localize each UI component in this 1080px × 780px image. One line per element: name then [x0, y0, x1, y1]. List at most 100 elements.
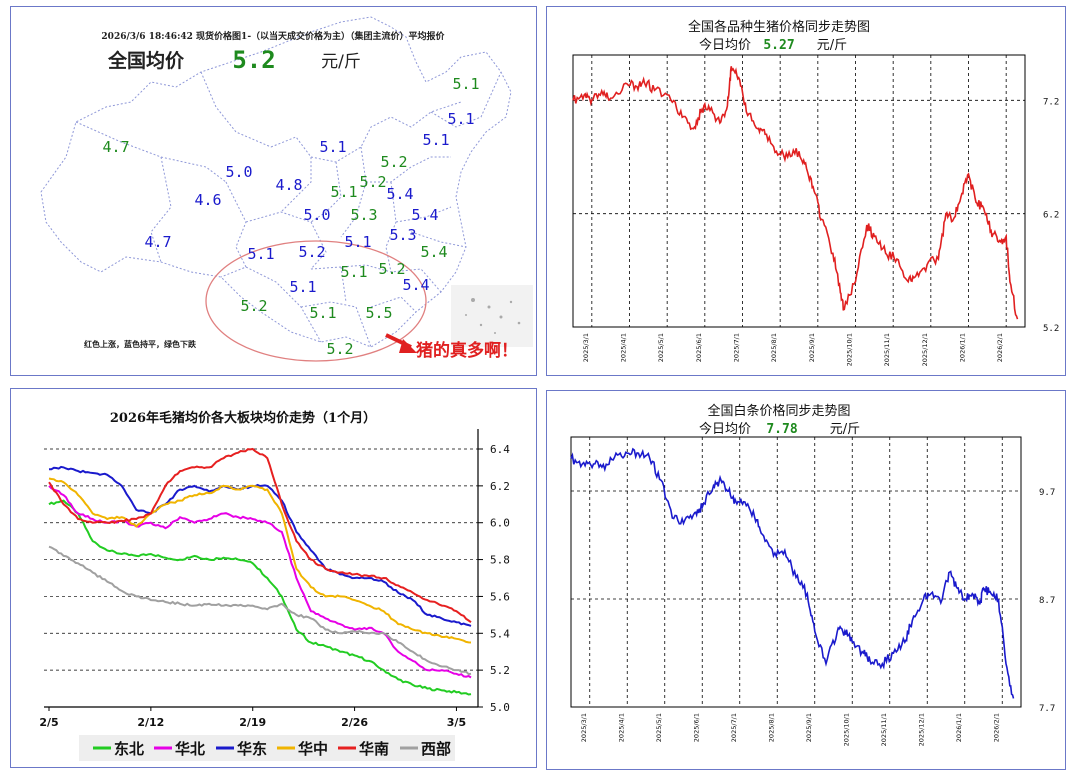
regional-legend: 东北 华北 华东 华中 华南 西部 [79, 735, 455, 761]
province-price-label: 5.3 [389, 226, 416, 244]
x-tick-label: 2025/3/1 [580, 713, 588, 742]
carcass-today-value: 7.78 [766, 422, 797, 437]
legend-label: 西部 [421, 740, 451, 758]
x-tick-label: 2025/9/1 [805, 713, 813, 742]
carcass-series [570, 447, 1015, 699]
x-tick-label: 2025/12/1 [921, 333, 929, 366]
province-price-label: 4.6 [194, 191, 221, 209]
x-tick-label: 2025/10/1 [842, 713, 850, 746]
national-avg-label: 全国均价 [107, 49, 185, 72]
x-tick-label: 2025/9/1 [808, 333, 816, 362]
province-price-label: 5.1 [309, 304, 336, 322]
series-line-6 [48, 545, 472, 676]
hog-chart-title: 全国各品种生猪价格同步走势图 [688, 19, 870, 35]
y-tick-label: 7.2 [1043, 97, 1059, 107]
hog-series [572, 66, 1019, 320]
x-tick-label: 2025/11/1 [880, 713, 888, 746]
y-tick-label: 6.2 [490, 480, 510, 493]
province-price-label: 5.4 [411, 206, 438, 224]
series-line-5 [48, 447, 472, 624]
y-tick-label: 5.0 [490, 701, 510, 714]
x-tick-label: 2026/2/1 [996, 333, 1004, 362]
carcass-price-chart: 全国白条价格同步走势图 今日均价 7.78 元/斤 9.7 8.7 7.7 2025… [570, 403, 1055, 746]
hog-price-panel: 全国各品种生猪价格同步走势图 今日均价 5.27 元/斤 7.2 6.2 5.2 2… [546, 6, 1066, 376]
province-price-label: 5.0 [225, 163, 252, 181]
x-tick-label: 2025/5/1 [657, 333, 665, 362]
x-tick-label: 2025/8/1 [767, 713, 775, 742]
regional-hog-price-panel: 2026年毛猪均价各大板块均价走势（1个月） 6.4 6.2 6.0 5.8 5.6 5.… [10, 388, 537, 768]
regional-chart: 2026年毛猪均价各大板块均价走势（1个月） 6.4 6.2 6.0 5.8 5.6 5.… [39, 410, 510, 761]
legend-label: 华中 [298, 740, 328, 758]
hog-y-tick-labels: 7.2 6.2 5.2 [1043, 97, 1059, 334]
x-tick-label: 3/5 [447, 716, 466, 729]
series-line-4 [48, 477, 472, 644]
carcass-x-tick-labels: 2025/3/1 2025/4/1 2025/5/1 2025/6/1 2025/7/1… [580, 713, 1001, 746]
province-price-label: 5.1 [247, 245, 274, 263]
y-tick-label: 7.7 [1039, 704, 1055, 714]
color-legend-note: 红色上涨，蓝色持平，绿色下跌 [84, 339, 197, 349]
hog-grid [573, 55, 1025, 327]
legend-label: 华东 [237, 740, 267, 758]
x-tick-label: 2026/1/1 [959, 333, 967, 362]
province-price-label: 5.1 [344, 233, 371, 251]
south-sea-inset [451, 285, 533, 347]
x-tick-label: 2025/6/1 [692, 713, 700, 742]
x-tick-label: 2025/12/1 [917, 713, 925, 746]
legend-label: 华北 [175, 740, 205, 758]
hog-price-chart: 全国各品种生猪价格同步走势图 今日均价 5.27 元/斤 7.2 6.2 5.2 2… [572, 19, 1059, 366]
price-series-line [570, 447, 1015, 699]
carcass-chart-title: 全国白条价格同步走势图 [707, 403, 850, 419]
callout-text: 猪的真多啊！ [416, 340, 518, 361]
province-borders [40, 16, 512, 348]
province-price-label: 4.7 [144, 233, 171, 251]
national-avg-value: 5.2 [232, 46, 275, 74]
province-price-label: 5.1 [330, 183, 357, 201]
y-tick-label: 5.2 [1043, 324, 1059, 334]
province-price-label: 5.1 [422, 131, 449, 149]
carcass-price-panel: 全国白条价格同步走势图 今日均价 7.78 元/斤 9.7 8.7 7.7 2025… [546, 390, 1066, 770]
series-line-1 [48, 499, 472, 696]
x-tick-label: 2/12 [137, 716, 164, 729]
y-tick-label: 5.8 [490, 554, 510, 567]
map-header: 2026/3/6 18:46:42 现货价格图1-（以当天成交价格为主）（集团主… [101, 30, 445, 42]
province-price-label: 5.2 [298, 243, 325, 261]
province-price-label: 5.2 [359, 173, 386, 191]
carcass-subtitle-label: 今日均价 [699, 421, 751, 437]
province-price-label: 5.4 [402, 276, 429, 294]
x-tick-label: 2026/2/1 [992, 713, 1000, 742]
regional-x-tick-labels: 2/5 2/12 2/19 2/26 3/5 [39, 716, 466, 729]
legend-label: 华南 [359, 740, 389, 758]
series-line-3 [48, 465, 472, 627]
x-tick-label: 2025/3/1 [582, 333, 590, 362]
x-tick-label: 2025/5/1 [655, 713, 663, 742]
province-price-label: 5.3 [350, 206, 377, 224]
province-price-label: 5.1 [289, 278, 316, 296]
y-tick-label: 5.2 [490, 664, 510, 677]
province-price-label: 5.2 [378, 260, 405, 278]
province-price-label: 5.1 [447, 110, 474, 128]
y-tick-label: 8.7 [1039, 596, 1055, 606]
x-tick-label: 2025/6/1 [695, 333, 703, 362]
x-tick-label: 2/19 [239, 716, 266, 729]
national-avg-unit: 元/斤 [321, 52, 361, 72]
regional-chart-title: 2026年毛猪均价各大板块均价走势（1个月） [110, 410, 376, 426]
south-sea-islands [465, 298, 521, 334]
legend-box [79, 735, 455, 761]
province-price-label: 5.4 [420, 243, 447, 261]
price-series-line [572, 66, 1019, 320]
x-tick-label: 2025/11/1 [883, 333, 891, 366]
hog-x-tick-labels: 2025/3/1 2025/4/1 2025/5/1 2025/6/1 2025/7/1… [582, 333, 1004, 366]
y-tick-label: 6.0 [490, 517, 510, 530]
x-tick-label: 2025/7/1 [733, 333, 741, 362]
carcass-plot-area [570, 436, 1022, 708]
province-price-label: 5.1 [340, 263, 367, 281]
hog-subtitle-unit: 元/斤 [817, 38, 847, 53]
y-tick-label: 5.6 [490, 590, 510, 603]
legend-label: 东北 [114, 740, 144, 758]
hog-plot-area [572, 54, 1026, 328]
regional-series [48, 447, 472, 696]
province-price-label: 5.1 [452, 75, 479, 93]
carcass-subtitle-unit: 元/斤 [830, 422, 860, 437]
x-tick-label: 2025/4/1 [617, 713, 625, 742]
province-price-label: 5.2 [240, 297, 267, 315]
